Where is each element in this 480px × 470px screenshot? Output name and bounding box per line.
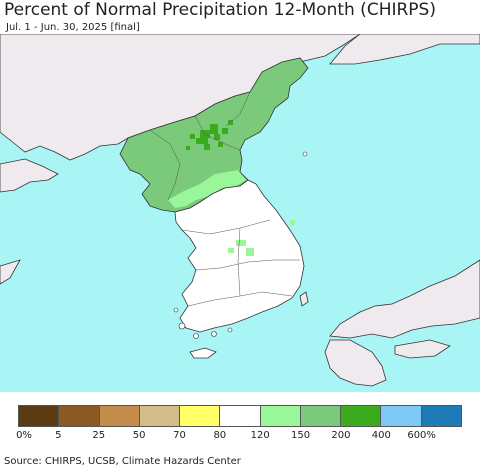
jeju-island bbox=[189, 347, 217, 359]
legend-swatch bbox=[99, 406, 140, 426]
legend-label: 120 bbox=[250, 430, 270, 441]
japan-honshu bbox=[329, 259, 480, 339]
west-coast-land bbox=[0, 259, 21, 285]
legend-label: 600% bbox=[407, 430, 436, 441]
japan-kyushu bbox=[324, 339, 387, 387]
legend-label: 5 bbox=[55, 430, 62, 441]
japan-shikoku bbox=[394, 339, 451, 359]
legend-labels: 0% 5 25 50 70 80 120 150 200 400 600% bbox=[0, 430, 480, 444]
map-title: Percent of Normal Precipitation 12-Month… bbox=[4, 0, 436, 20]
south-korea bbox=[174, 179, 305, 333]
shandong-land bbox=[0, 158, 59, 193]
legend-label: 150 bbox=[290, 430, 311, 441]
legend-swatch bbox=[220, 406, 261, 426]
legend-swatch bbox=[421, 406, 461, 426]
legend-label: 70 bbox=[173, 430, 186, 441]
legend-label: 200 bbox=[331, 430, 351, 441]
legend-label: 400 bbox=[371, 430, 391, 441]
map-subtitle: Jul. 1 - Jun. 30, 2025 [final] bbox=[6, 22, 140, 33]
legend-swatch bbox=[260, 406, 301, 426]
color-legend bbox=[18, 405, 462, 427]
russia-coast-land bbox=[329, 34, 480, 65]
legend-swatch bbox=[180, 406, 221, 426]
legend-swatch bbox=[139, 406, 181, 426]
legend-swatch bbox=[19, 406, 60, 426]
legend-swatch bbox=[381, 406, 422, 426]
tsushima-island bbox=[299, 291, 309, 307]
legend-label: 0% bbox=[16, 430, 32, 441]
legend-swatch bbox=[300, 406, 342, 426]
legend-label: 50 bbox=[132, 430, 146, 441]
south-coast-islands bbox=[173, 151, 308, 339]
legend-label: 80 bbox=[213, 430, 227, 441]
source-credit: Source: CHIRPS, UCSB, Climate Hazards Ce… bbox=[4, 456, 241, 467]
north-korea-120-150-zone bbox=[168, 170, 246, 208]
legend-label: 25 bbox=[92, 430, 106, 441]
precipitation-map bbox=[0, 34, 480, 392]
province-borders bbox=[149, 91, 300, 307]
legend-swatch bbox=[59, 406, 100, 426]
south-korea-120-150-patches bbox=[228, 220, 295, 256]
legend-swatch bbox=[341, 406, 382, 426]
